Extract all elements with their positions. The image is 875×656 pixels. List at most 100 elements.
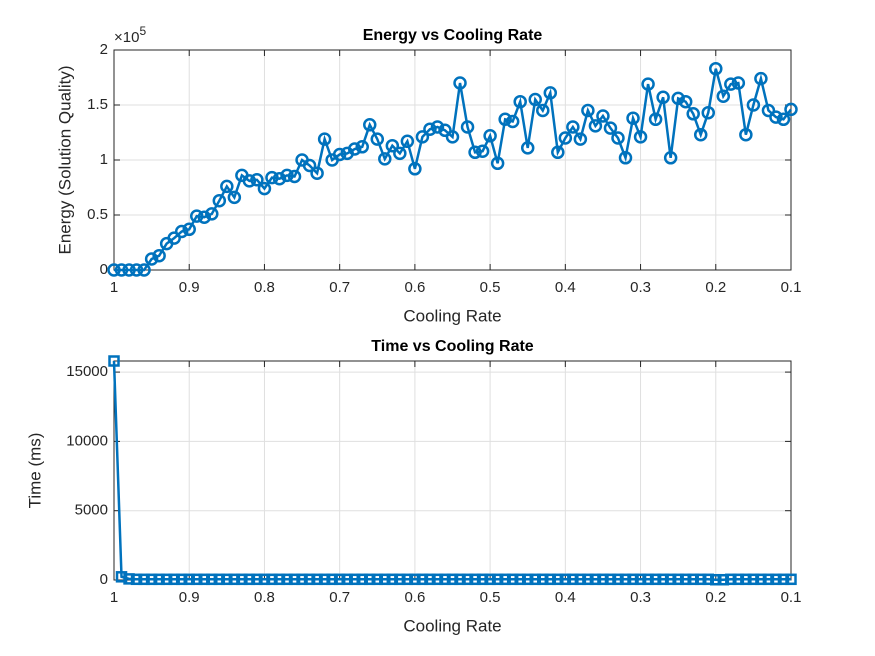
x-tick-label: 0.2 xyxy=(705,589,726,606)
marker xyxy=(596,109,610,123)
marker xyxy=(123,573,135,585)
x-tick-label: 0.9 xyxy=(179,589,200,606)
x-tick-label: 0.3 xyxy=(630,279,651,296)
marker xyxy=(281,573,293,586)
marker xyxy=(438,123,452,138)
marker xyxy=(686,107,700,121)
marker xyxy=(671,91,685,106)
marker xyxy=(371,573,384,586)
marker xyxy=(130,573,143,586)
marker xyxy=(679,573,692,586)
marker xyxy=(347,142,362,156)
marker xyxy=(355,140,369,154)
marker xyxy=(265,170,279,185)
marker xyxy=(694,573,707,586)
marker xyxy=(627,573,639,586)
marker xyxy=(242,174,257,188)
marker xyxy=(717,573,730,586)
y-tick-label: 1 xyxy=(100,151,108,168)
marker xyxy=(461,573,474,586)
marker xyxy=(740,573,752,586)
x-tick-label: 0.8 xyxy=(254,279,275,296)
x-tick-label: 0.1 xyxy=(781,589,802,606)
marker xyxy=(129,263,144,277)
x-tick-label: 0.7 xyxy=(329,279,350,296)
x-tick-label: 0.6 xyxy=(404,279,425,296)
marker xyxy=(160,573,173,586)
x-tick-label: 0.6 xyxy=(404,589,425,606)
marker xyxy=(423,122,437,136)
marker xyxy=(732,573,745,586)
marker xyxy=(761,103,776,118)
marker xyxy=(483,129,497,143)
marker xyxy=(183,573,195,586)
marker xyxy=(356,573,368,586)
series-line xyxy=(114,68,792,272)
marker xyxy=(296,573,308,586)
marker xyxy=(506,573,519,586)
marker xyxy=(468,145,482,160)
marker xyxy=(702,573,715,586)
marker xyxy=(175,573,188,586)
marker xyxy=(762,573,775,586)
marker xyxy=(770,573,782,586)
marker xyxy=(228,573,241,586)
marker xyxy=(453,76,467,90)
marker xyxy=(513,94,527,109)
marker xyxy=(206,573,218,586)
marker xyxy=(747,573,760,586)
marker xyxy=(709,61,723,76)
marker xyxy=(567,573,579,586)
marker xyxy=(198,573,211,586)
marker xyxy=(520,141,535,155)
marker xyxy=(189,209,204,223)
marker xyxy=(122,263,136,277)
marker xyxy=(755,573,767,586)
marker xyxy=(604,573,617,586)
marker xyxy=(597,573,609,586)
x-axis-label: Cooling Rate xyxy=(403,306,501,325)
marker xyxy=(469,573,481,586)
x-tick-label: 0.5 xyxy=(480,589,501,606)
x-tick-label: 0.1 xyxy=(781,279,802,296)
marker xyxy=(716,89,731,103)
marker xyxy=(454,573,466,586)
x-tick-label: 1 xyxy=(110,279,118,296)
marker xyxy=(272,171,287,186)
x-axis-label: Cooling Rate xyxy=(403,616,501,635)
marker xyxy=(168,573,180,586)
marker xyxy=(618,151,633,165)
marker xyxy=(174,224,189,239)
marker xyxy=(490,156,505,171)
marker xyxy=(611,131,625,145)
marker xyxy=(332,147,347,162)
marker xyxy=(424,573,436,586)
marker xyxy=(499,573,511,586)
marker xyxy=(536,103,550,118)
marker xyxy=(769,110,783,124)
marker xyxy=(784,102,798,117)
marker xyxy=(401,573,414,586)
marker xyxy=(626,111,640,125)
marker xyxy=(664,573,677,586)
marker xyxy=(476,573,489,586)
y-tick-label: 0.5 xyxy=(87,206,108,223)
y-tick-label: 0 xyxy=(100,261,108,278)
marker xyxy=(633,130,648,144)
marker xyxy=(537,573,549,586)
marker xyxy=(326,573,338,586)
marker xyxy=(430,120,445,134)
marker xyxy=(603,121,618,135)
marker xyxy=(378,152,392,166)
marker xyxy=(310,166,324,180)
marker xyxy=(364,573,376,586)
y-tick-label: 10000 xyxy=(66,432,108,449)
marker xyxy=(529,573,541,586)
marker xyxy=(251,573,263,586)
marker xyxy=(445,130,460,144)
marker xyxy=(641,77,655,91)
marker xyxy=(393,146,407,161)
marker xyxy=(205,207,219,221)
y-axis-label: Time (ms) xyxy=(25,433,44,509)
